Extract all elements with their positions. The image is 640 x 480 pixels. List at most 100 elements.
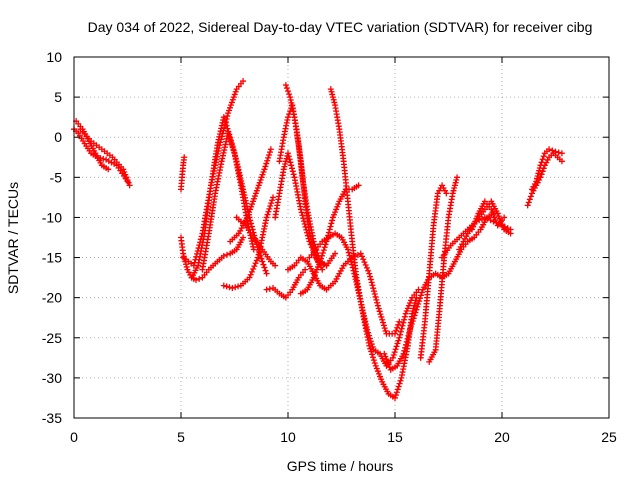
data-point xyxy=(402,344,409,351)
data-point xyxy=(380,319,387,326)
series-arc-15 xyxy=(282,82,330,269)
data-point xyxy=(254,185,261,192)
data-point xyxy=(488,206,495,213)
data-point xyxy=(321,244,328,251)
data-point xyxy=(378,376,385,383)
data-point xyxy=(500,223,507,230)
data-point xyxy=(369,282,376,289)
data-point xyxy=(400,319,407,326)
data-point xyxy=(373,365,380,372)
data-point xyxy=(235,283,242,290)
series-arc-12 xyxy=(263,266,309,301)
data-point xyxy=(358,253,365,260)
data-point xyxy=(451,182,458,189)
data-point xyxy=(220,114,227,121)
data-point xyxy=(250,195,257,202)
data-point xyxy=(181,154,188,161)
data-point xyxy=(367,338,374,345)
data-point xyxy=(370,285,377,292)
data-point xyxy=(250,198,257,205)
data-point xyxy=(481,214,488,221)
data-point xyxy=(258,174,265,181)
data-point xyxy=(300,215,307,222)
data-point xyxy=(248,203,255,210)
data-point xyxy=(382,353,389,360)
series-arc-11 xyxy=(227,146,274,245)
data-point xyxy=(369,351,376,358)
data-layer xyxy=(71,78,565,401)
data-point xyxy=(335,201,342,208)
data-point xyxy=(323,262,330,269)
data-point xyxy=(248,220,255,227)
data-point xyxy=(524,202,531,209)
x-tick-label: 5 xyxy=(177,429,185,445)
data-point xyxy=(126,182,133,189)
data-point xyxy=(247,206,254,213)
data-point xyxy=(394,386,401,393)
y-tick-label: -15 xyxy=(42,250,62,266)
data-point xyxy=(297,206,304,213)
data-point xyxy=(398,325,405,332)
data-point xyxy=(397,328,404,335)
data-point xyxy=(452,179,459,186)
data-point xyxy=(552,148,559,155)
y-tick-label: 10 xyxy=(46,49,62,65)
data-point xyxy=(374,302,381,309)
data-point xyxy=(418,289,425,296)
data-point xyxy=(363,264,370,271)
data-point xyxy=(220,282,227,289)
series-arc-25 xyxy=(469,198,508,233)
data-point xyxy=(267,146,274,153)
data-point xyxy=(408,297,415,304)
data-point xyxy=(253,187,260,194)
data-point xyxy=(261,264,268,271)
data-point xyxy=(311,241,318,248)
data-point xyxy=(252,190,259,197)
data-point xyxy=(355,182,362,189)
data-point xyxy=(410,305,417,312)
data-point xyxy=(534,172,541,179)
data-point xyxy=(245,211,252,218)
data-point xyxy=(345,249,352,256)
data-point xyxy=(230,147,237,154)
data-point xyxy=(389,354,396,361)
data-point xyxy=(183,263,190,270)
data-point xyxy=(270,194,277,201)
data-point xyxy=(263,270,270,277)
data-point xyxy=(377,311,384,318)
data-point xyxy=(259,171,266,178)
data-point xyxy=(400,350,407,357)
data-point xyxy=(497,218,504,225)
x-tick-label: 0 xyxy=(70,429,78,445)
data-point xyxy=(344,246,351,253)
data-point xyxy=(406,329,413,336)
series-arc-9 xyxy=(220,194,277,292)
data-point xyxy=(333,206,340,213)
data-point xyxy=(260,261,267,268)
data-point xyxy=(326,226,333,233)
data-point xyxy=(386,364,393,371)
data-point xyxy=(535,170,542,177)
data-point xyxy=(449,190,456,197)
data-point xyxy=(313,266,320,273)
data-point xyxy=(327,223,334,230)
data-point xyxy=(285,153,292,160)
data-point xyxy=(285,150,291,157)
data-point xyxy=(406,326,413,333)
data-point xyxy=(538,171,545,178)
data-point xyxy=(283,85,290,92)
data-point xyxy=(329,91,336,98)
data-point xyxy=(366,335,373,342)
data-point xyxy=(290,171,297,178)
data-point xyxy=(536,167,543,174)
data-point xyxy=(401,313,408,320)
data-point xyxy=(372,293,379,300)
data-point xyxy=(260,168,267,175)
data-point xyxy=(549,147,556,154)
data-point xyxy=(225,133,232,140)
data-point xyxy=(225,130,232,137)
data-point xyxy=(376,308,383,315)
data-point xyxy=(361,259,368,266)
data-point xyxy=(411,312,418,319)
